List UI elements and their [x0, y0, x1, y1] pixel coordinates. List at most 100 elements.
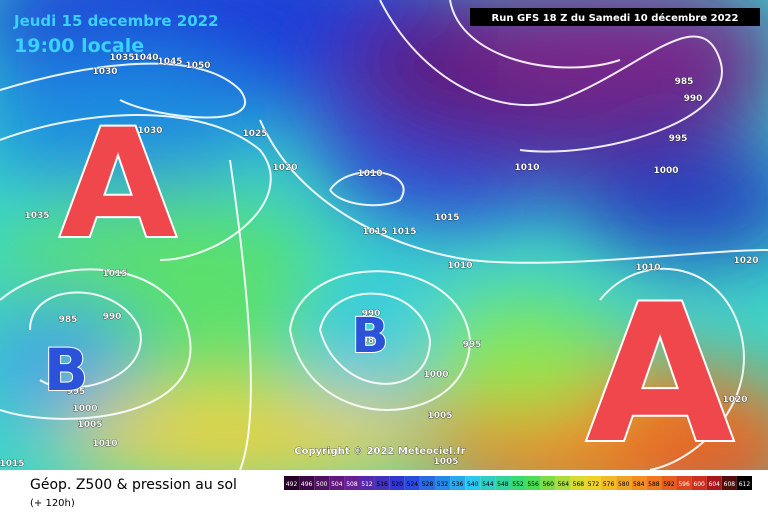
isobar-label: 1010	[514, 163, 539, 173]
isobar-label: 985	[59, 315, 78, 325]
scale-swatch	[510, 476, 526, 490]
isobar-label: 995	[67, 387, 86, 397]
scale-label: 572	[588, 481, 600, 488]
scale-swatch	[389, 476, 405, 490]
scale-label: 608	[724, 481, 736, 488]
isobar-label: 1015	[362, 227, 387, 237]
isobar-label: 1045	[157, 57, 182, 67]
scale-swatch	[359, 476, 375, 490]
isobar-label: 1010	[635, 263, 660, 273]
isobar-label: 990	[103, 312, 122, 322]
scale-label: 560	[542, 481, 554, 488]
scale-label: 512	[361, 481, 373, 488]
isobar-label: 1000	[423, 370, 448, 380]
forecast-date: Jeudi 15 decembre 2022	[13, 12, 219, 30]
scale-label: 492	[286, 481, 298, 488]
scale-swatch	[299, 476, 315, 490]
run-banner	[470, 8, 760, 26]
scale-swatch	[434, 476, 451, 490]
isobar-label: 995	[669, 134, 688, 144]
low-pressure-label: B	[44, 336, 88, 404]
scale-label: 556	[527, 481, 539, 488]
isobar-label: 1015	[391, 227, 416, 237]
scale-swatch	[601, 476, 617, 490]
scale-label: 544	[482, 481, 494, 488]
scale-swatch	[721, 476, 737, 490]
isobar-label: 1005	[77, 420, 102, 430]
isobar-label: 1005	[427, 411, 452, 421]
scale-swatch	[344, 476, 360, 490]
scale-label: 508	[346, 481, 358, 488]
isobar-label: 1030	[137, 126, 162, 136]
scale-swatch	[329, 476, 345, 490]
scale-label: 584	[633, 481, 645, 488]
scale-swatch	[585, 476, 602, 490]
scale-swatch	[555, 476, 571, 490]
isobar-label: 1000	[653, 166, 678, 176]
scale-label: 592	[663, 481, 675, 488]
isobar-label: 1010	[92, 439, 117, 449]
forecast-lead: (+ 120h)	[30, 498, 75, 509]
scale-swatch	[525, 476, 541, 490]
high-pressure-label: A	[586, 264, 733, 485]
scale-swatch	[374, 476, 390, 490]
isobar-label: 1035	[24, 211, 49, 221]
isobar-label: 1000	[72, 404, 97, 414]
scale-swatch	[691, 476, 707, 490]
low-pressure-label: B	[352, 308, 389, 364]
isobar-label: 1010	[447, 261, 472, 271]
scale-label: 588	[648, 481, 660, 488]
scale-label: 528	[422, 481, 434, 488]
forecast-time: 19:00 locale	[14, 35, 144, 57]
scale-label: 504	[331, 481, 343, 488]
isobar-label: 985	[675, 77, 694, 87]
isobar-label: 990	[684, 94, 703, 104]
isobar-label: 995	[463, 340, 482, 350]
scale-label: 496	[301, 481, 313, 488]
isobar-label: 1040	[133, 53, 158, 63]
color-scale: 492 496 500 504 508 512 516 520 524 528 532 536 540 5…	[284, 476, 752, 490]
isobar-label: 1010	[357, 169, 382, 179]
scale-label: 596	[678, 481, 690, 488]
scale-label: 552	[512, 481, 524, 488]
scale-label: 600	[693, 481, 705, 488]
isobar-label: 1020	[272, 163, 297, 173]
scale-swatch	[465, 476, 481, 490]
isobar-label: 1025	[242, 129, 267, 139]
run-info: Run GFS 18 Z du Samedi 10 décembre 2022	[492, 12, 739, 24]
scale-label: 568	[573, 481, 585, 488]
scale-label: 564	[558, 481, 570, 488]
isobar-label: 1020	[722, 395, 747, 405]
scale-swatch	[631, 476, 647, 490]
scale-swatch	[404, 476, 420, 490]
scale-label: 520	[391, 481, 403, 488]
scale-swatch	[570, 476, 586, 490]
scale-label: 524	[407, 481, 419, 488]
scale-label: 580	[618, 481, 630, 488]
scale-swatch	[706, 476, 722, 490]
isobar-label: 1005	[433, 457, 458, 467]
isobar-label: 1050	[185, 61, 210, 71]
footer-title: Géop. Z500 & pression au sol	[30, 477, 237, 493]
scale-label: 576	[603, 481, 615, 488]
scale-label: 532	[437, 481, 449, 488]
scale-label: 540	[467, 481, 479, 488]
isobar-label: 1035	[109, 53, 134, 63]
scale-swatch	[450, 476, 466, 490]
isobar-label: 1020	[733, 256, 758, 266]
isobar-label: 1030	[92, 67, 117, 77]
scale-label: 612	[739, 481, 751, 488]
scale-label: 536	[452, 481, 464, 488]
isobar-label: 1015	[102, 269, 127, 279]
scale-swatch	[676, 476, 692, 490]
scale-swatch	[540, 476, 556, 490]
scale-swatch	[736, 476, 752, 490]
isobar-label: 985	[362, 336, 381, 346]
scale-label: 500	[316, 481, 328, 488]
scale-swatch	[480, 476, 496, 490]
isobar-label: 990	[362, 309, 381, 319]
